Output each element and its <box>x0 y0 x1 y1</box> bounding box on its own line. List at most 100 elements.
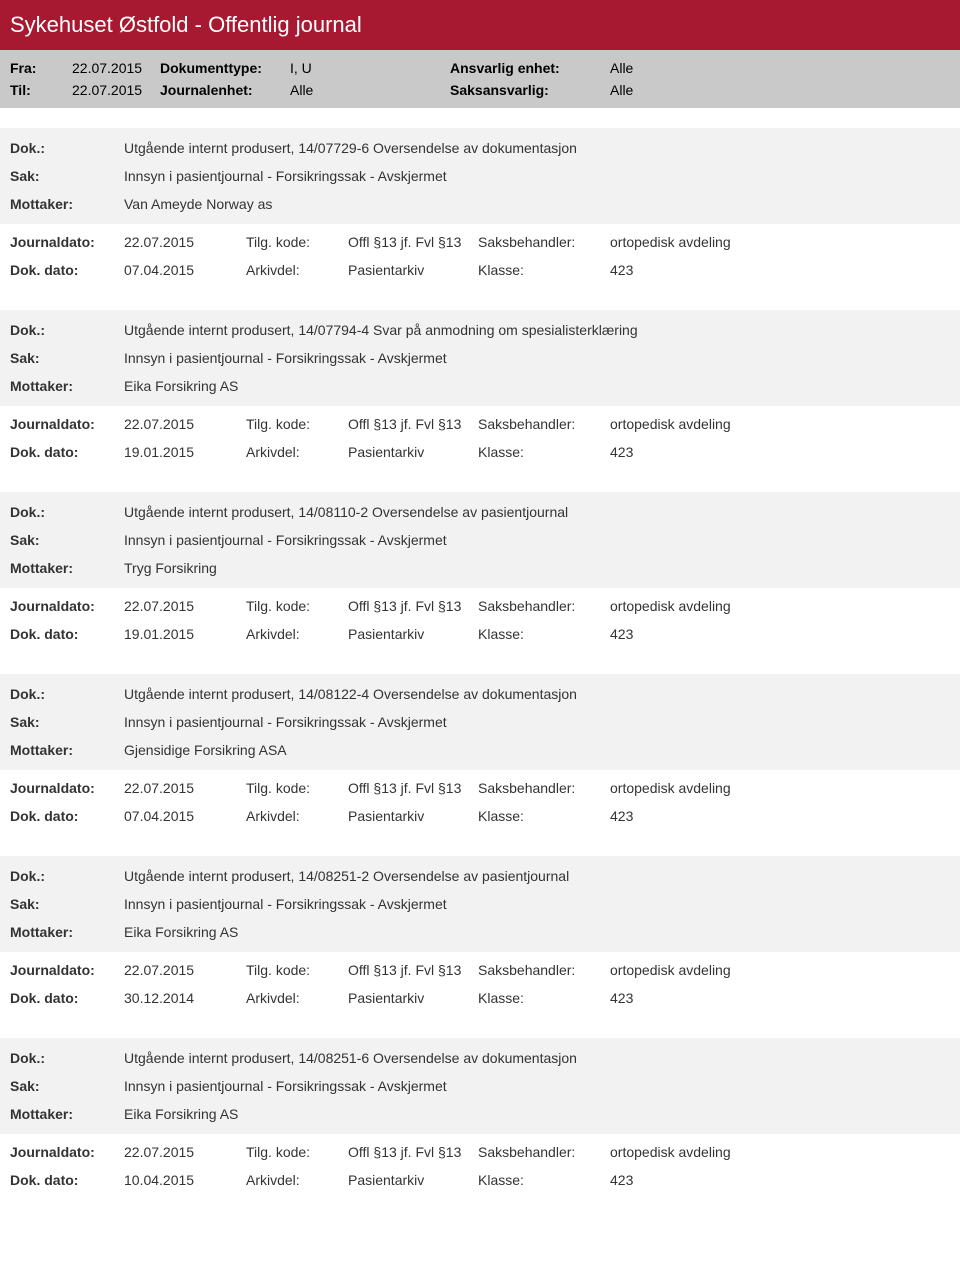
sak-label: Sak: <box>10 350 124 366</box>
arkivdel-label: Arkivdel: <box>246 990 348 1006</box>
arkivdel-value: Pasientarkiv <box>348 626 478 642</box>
arkivdel-value: Pasientarkiv <box>348 444 478 460</box>
journaldato-value: 22.07.2015 <box>124 1144 246 1160</box>
journaldato-value: 22.07.2015 <box>124 416 246 432</box>
sak-value: Innsyn i pasientjournal - Forsikringssak… <box>124 168 950 184</box>
mottaker-label: Mottaker: <box>10 196 124 212</box>
journaldato-label: Journaldato: <box>10 598 124 614</box>
til-value: 22.07.2015 <box>72 82 160 98</box>
klasse-label: Klasse: <box>478 444 610 460</box>
doktype-label: Dokumenttype: <box>160 60 290 76</box>
arkivdel-label: Arkivdel: <box>246 444 348 460</box>
arkivdel-label: Arkivdel: <box>246 626 348 642</box>
fra-label: Fra: <box>10 60 72 76</box>
klasse-value: 423 <box>610 444 950 460</box>
saksbehandler-value: ortopedisk avdeling <box>610 780 950 796</box>
sak-label: Sak: <box>10 532 124 548</box>
dok-value: Utgående internt produsert, 14/08251-2 O… <box>124 868 950 884</box>
tilgkode-value: Offl §13 jf. Fvl §13 <box>348 1144 478 1160</box>
journaldato-value: 22.07.2015 <box>124 234 246 250</box>
dok-label: Dok.: <box>10 504 124 520</box>
journalenhet-value: Alle <box>290 82 450 98</box>
journal-entry: Dok.: Utgående internt produsert, 14/077… <box>0 310 960 472</box>
sak-value: Innsyn i pasientjournal - Forsikringssak… <box>124 532 950 548</box>
tilgkode-value: Offl §13 jf. Fvl §13 <box>348 598 478 614</box>
saksansvarlig-value: Alle <box>610 82 690 98</box>
dok-value: Utgående internt produsert, 14/08251-6 O… <box>124 1050 950 1066</box>
journal-entry: Dok.: Utgående internt produsert, 14/082… <box>0 856 960 1018</box>
saksbehandler-value: ortopedisk avdeling <box>610 962 950 978</box>
saksbehandler-value: ortopedisk avdeling <box>610 1144 950 1160</box>
doktype-value: I, U <box>290 60 450 76</box>
dokdato-value: 10.04.2015 <box>124 1172 246 1188</box>
mottaker-label: Mottaker: <box>10 742 124 758</box>
sak-value: Innsyn i pasientjournal - Forsikringssak… <box>124 1078 950 1094</box>
sak-label: Sak: <box>10 714 124 730</box>
dok-value: Utgående internt produsert, 14/08122-4 O… <box>124 686 950 702</box>
arkivdel-label: Arkivdel: <box>246 1172 348 1188</box>
journaldato-value: 22.07.2015 <box>124 780 246 796</box>
dokdato-label: Dok. dato: <box>10 262 124 278</box>
klasse-value: 423 <box>610 626 950 642</box>
saksbehandler-label: Saksbehandler: <box>478 780 610 796</box>
tilgkode-value: Offl §13 jf. Fvl §13 <box>348 234 478 250</box>
arkivdel-value: Pasientarkiv <box>348 262 478 278</box>
mottaker-value: Eika Forsikring AS <box>124 1106 950 1122</box>
dok-value: Utgående internt produsert, 14/07729-6 O… <box>124 140 950 156</box>
saksbehandler-label: Saksbehandler: <box>478 234 610 250</box>
journaldato-value: 22.07.2015 <box>124 962 246 978</box>
dokdato-value: 07.04.2015 <box>124 262 246 278</box>
klasse-label: Klasse: <box>478 808 610 824</box>
dok-label: Dok.: <box>10 1050 124 1066</box>
dokdato-value: 19.01.2015 <box>124 444 246 460</box>
klasse-label: Klasse: <box>478 626 610 642</box>
mottaker-value: Eika Forsikring AS <box>124 378 950 394</box>
dok-value: Utgående internt produsert, 14/07794-4 S… <box>124 322 950 338</box>
til-label: Til: <box>10 82 72 98</box>
journal-entry: Dok.: Utgående internt produsert, 14/077… <box>0 128 960 290</box>
sak-label: Sak: <box>10 168 124 184</box>
saksbehandler-value: ortopedisk avdeling <box>610 598 950 614</box>
mottaker-value: Tryg Forsikring <box>124 560 950 576</box>
journal-entry: Dok.: Utgående internt produsert, 14/082… <box>0 1038 960 1200</box>
dokdato-label: Dok. dato: <box>10 626 124 642</box>
dokdato-value: 07.04.2015 <box>124 808 246 824</box>
tilgkode-value: Offl §13 jf. Fvl §13 <box>348 416 478 432</box>
klasse-label: Klasse: <box>478 1172 610 1188</box>
journaldato-label: Journaldato: <box>10 234 124 250</box>
sak-value: Innsyn i pasientjournal - Forsikringssak… <box>124 350 950 366</box>
journaldato-label: Journaldato: <box>10 962 124 978</box>
tilgkode-label: Tilg. kode: <box>246 962 348 978</box>
journalenhet-label: Journalenhet: <box>160 82 290 98</box>
arkivdel-value: Pasientarkiv <box>348 1172 478 1188</box>
saksbehandler-value: ortopedisk avdeling <box>610 234 950 250</box>
dok-value: Utgående internt produsert, 14/08110-2 O… <box>124 504 950 520</box>
tilgkode-label: Tilg. kode: <box>246 598 348 614</box>
mottaker-label: Mottaker: <box>10 378 124 394</box>
sak-label: Sak: <box>10 1078 124 1094</box>
klasse-label: Klasse: <box>478 990 610 1006</box>
arkivdel-label: Arkivdel: <box>246 808 348 824</box>
sak-value: Innsyn i pasientjournal - Forsikringssak… <box>124 714 950 730</box>
dok-label: Dok.: <box>10 140 124 156</box>
tilgkode-label: Tilg. kode: <box>246 1144 348 1160</box>
dok-label: Dok.: <box>10 322 124 338</box>
mottaker-value: Van Ameyde Norway as <box>124 196 950 212</box>
saksbehandler-value: ortopedisk avdeling <box>610 416 950 432</box>
mottaker-value: Gjensidige Forsikring ASA <box>124 742 950 758</box>
filter-bar: Fra: 22.07.2015 Dokumenttype: I, U Ansva… <box>0 50 960 108</box>
dok-label: Dok.: <box>10 686 124 702</box>
mottaker-label: Mottaker: <box>10 924 124 940</box>
tilgkode-label: Tilg. kode: <box>246 780 348 796</box>
tilgkode-value: Offl §13 jf. Fvl §13 <box>348 780 478 796</box>
arkivdel-value: Pasientarkiv <box>348 990 478 1006</box>
saksbehandler-label: Saksbehandler: <box>478 1144 610 1160</box>
dokdato-label: Dok. dato: <box>10 990 124 1006</box>
dokdato-value: 30.12.2014 <box>124 990 246 1006</box>
saksbehandler-label: Saksbehandler: <box>478 962 610 978</box>
journaldato-label: Journaldato: <box>10 1144 124 1160</box>
journal-entry: Dok.: Utgående internt produsert, 14/081… <box>0 674 960 836</box>
journaldato-label: Journaldato: <box>10 780 124 796</box>
tilgkode-value: Offl §13 jf. Fvl §13 <box>348 962 478 978</box>
mottaker-label: Mottaker: <box>10 560 124 576</box>
